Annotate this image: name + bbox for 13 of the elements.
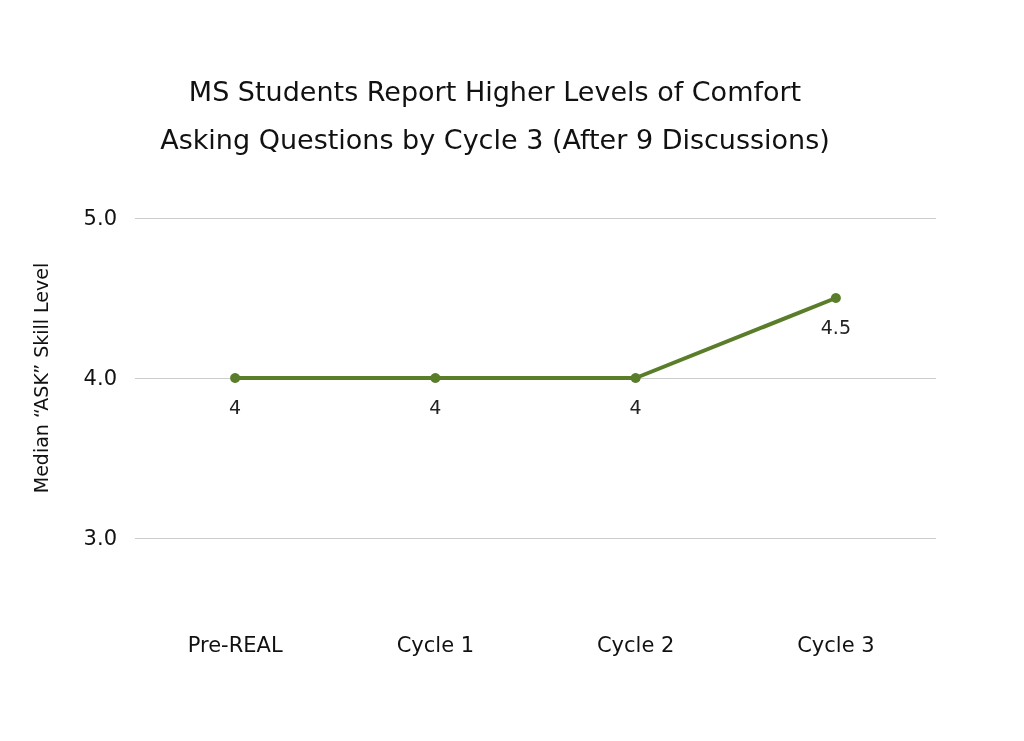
x-tick-label: Cycle 2 xyxy=(596,632,675,657)
data-label: 4 xyxy=(629,395,642,418)
x-tick-label: Pre-REAL xyxy=(187,632,283,657)
data-label: 4 xyxy=(429,395,442,418)
data-label: 4 xyxy=(229,395,242,418)
y-tick-label: 5.0 xyxy=(83,206,117,230)
x-tick-label: Cycle 3 xyxy=(797,632,875,657)
y-tick-label: 3.0 xyxy=(83,526,117,550)
y-axis-title: Median “ASK” Skill Level xyxy=(29,262,52,494)
chart-title: MS Students Report Higher Levels of Comfort Asking Questions by Cycle 3 (After 9 Discussions) xyxy=(160,75,830,155)
x-tick-label: Cycle 1 xyxy=(396,632,475,657)
data-label: 4.5 xyxy=(820,315,851,338)
y-tick-label: 4.0 xyxy=(83,366,117,390)
